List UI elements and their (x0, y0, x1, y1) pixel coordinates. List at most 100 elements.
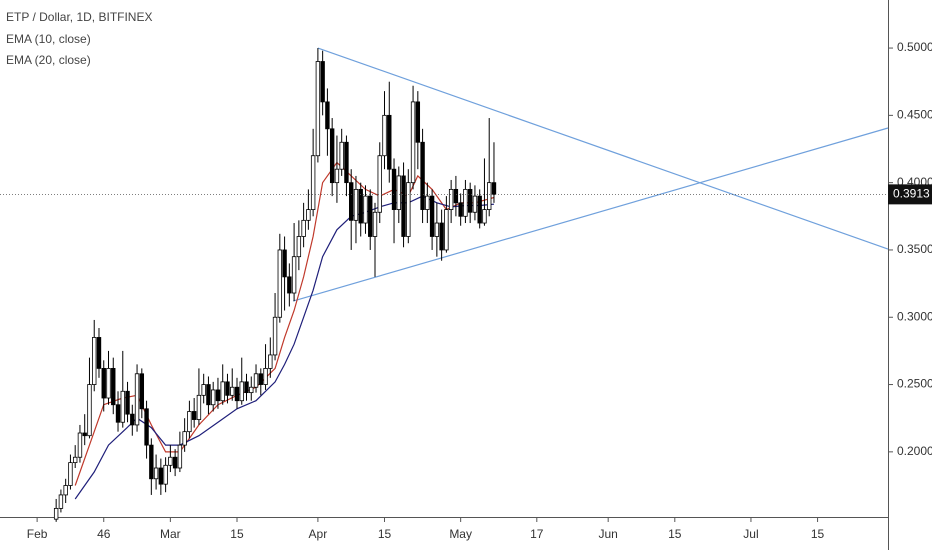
candle-body (301, 219, 306, 237)
candle-body (210, 389, 216, 406)
candle-body (334, 168, 340, 184)
candle-body (387, 114, 392, 170)
candle-body (358, 188, 363, 224)
candle-body (149, 444, 154, 480)
candle-body (172, 456, 178, 469)
candle-body (320, 61, 325, 103)
y-tick-label: 0.2500 (897, 377, 932, 391)
candle-body (291, 256, 297, 294)
candle-body (391, 168, 397, 210)
candle-body (420, 141, 425, 210)
candle-body (282, 249, 287, 278)
candle-body (372, 211, 378, 237)
candle-body (429, 195, 435, 237)
x-tick-label: 15 (230, 527, 244, 541)
candle-body (96, 337, 102, 369)
candle-body (158, 467, 164, 485)
candle-body (382, 114, 387, 157)
candle-body (477, 195, 482, 224)
candle-body (363, 195, 368, 224)
candle-body (472, 195, 478, 213)
candle-body (263, 368, 268, 385)
candle-body (63, 485, 68, 496)
candle-body (344, 141, 349, 184)
candle-body (168, 456, 173, 466)
candle-body (310, 155, 316, 210)
legend-entry: EMA (10, close) (6, 32, 91, 46)
x-tick-label: 17 (530, 527, 544, 541)
trendline (317, 47, 889, 250)
x-tick-label: Feb (27, 527, 48, 541)
candle-body (368, 195, 373, 237)
candle-body (287, 276, 292, 294)
x-tick-label: Jul (743, 527, 758, 541)
x-tick-label: Mar (160, 527, 181, 541)
candle-body (68, 462, 73, 486)
candle-body (77, 432, 83, 458)
ema-line (74, 161, 495, 486)
last-price-box (888, 184, 932, 205)
candle-body (258, 373, 263, 385)
candle-body (87, 384, 92, 437)
legend-entry: EMA (20, close) (6, 53, 91, 67)
candle-body (134, 373, 140, 426)
candle-body (444, 209, 449, 251)
candle-body (253, 373, 259, 388)
candle-body (139, 373, 145, 410)
x-tick-label: 15 (668, 527, 682, 541)
candle-body (101, 368, 106, 399)
candle-body (92, 337, 97, 385)
candle-body (325, 101, 330, 130)
candle-body (487, 182, 492, 210)
candle-body (234, 386, 240, 402)
candle-body (72, 456, 78, 464)
candle-body (244, 381, 249, 394)
candle-body (482, 209, 487, 224)
x-tick-label: 15 (811, 527, 825, 541)
trendline (292, 127, 889, 302)
candle-body (230, 386, 235, 396)
candle-body (339, 141, 344, 170)
y-tick-label: 0.3000 (897, 309, 932, 323)
candle-body (125, 390, 130, 415)
candle-body (353, 188, 359, 221)
candle-body (425, 195, 430, 210)
candle-body (163, 464, 168, 485)
candle-body (439, 222, 444, 251)
candle-body (225, 381, 230, 396)
candle-body (239, 381, 244, 402)
y-tick-label: 0.2000 (897, 444, 932, 458)
candle-body (491, 182, 497, 195)
candle-body (106, 368, 111, 399)
x-tick-label: 15 (378, 527, 392, 541)
candle-body (187, 411, 192, 433)
candle-body (315, 61, 321, 157)
candle-body (377, 155, 382, 213)
candle-body (196, 394, 202, 420)
candle-body (215, 389, 221, 402)
candle-body (268, 354, 273, 369)
candle-body (130, 413, 135, 426)
candle-body (458, 202, 463, 217)
candle-body (182, 431, 187, 446)
candle-body (191, 411, 197, 420)
chart-title: ETP / Dollar, 1D, BITFINEX (6, 10, 152, 24)
candle-body (453, 188, 459, 204)
last-price-label: 0.3913 (893, 187, 930, 201)
candle-body (296, 236, 302, 258)
candle-body (58, 494, 64, 509)
candle-body (177, 444, 183, 469)
candle-body (220, 381, 225, 402)
candle-body (249, 386, 254, 394)
candle-body (410, 101, 416, 184)
candle-body (115, 404, 121, 423)
x-tick-label: May (449, 527, 472, 541)
y-tick-label: 0.5000 (897, 40, 932, 54)
x-tick-label: Jun (599, 527, 618, 541)
candle-body (53, 507, 59, 520)
candle-body (201, 384, 206, 396)
candle-body (306, 209, 311, 221)
